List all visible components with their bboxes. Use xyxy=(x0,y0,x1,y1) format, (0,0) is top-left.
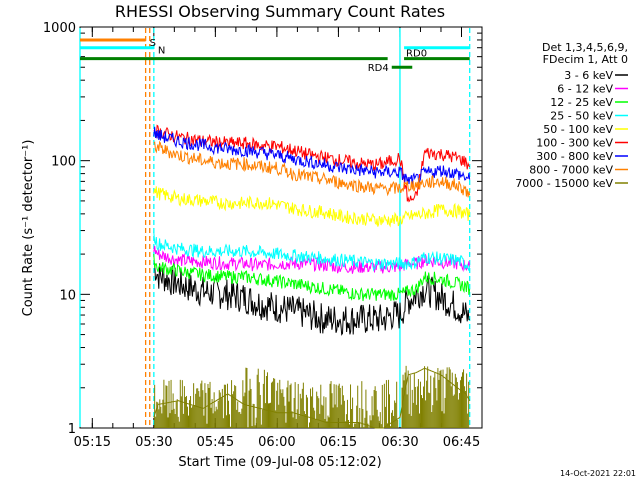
series-line-5 xyxy=(153,124,471,203)
series-line-4 xyxy=(153,186,471,228)
x-tick-label: 06:30 xyxy=(381,435,418,450)
x-axis-label: Start Time (09-Jul-08 05:12:02) xyxy=(178,455,381,470)
state-bar-label: N xyxy=(158,46,165,57)
y-tick-label: 1 xyxy=(68,422,76,437)
legend-header: Det 1,3,4,5,6,9, xyxy=(542,41,628,54)
x-tick-label: 06:00 xyxy=(258,435,295,450)
x-tick-label: 05:30 xyxy=(135,435,172,450)
legend-label: 25 - 50 keV xyxy=(550,110,613,123)
legend-label: 50 - 100 keV xyxy=(543,123,613,136)
state-bar-label: RD0 xyxy=(406,49,427,60)
series-line-1 xyxy=(153,245,471,274)
legend-label: 12 - 25 keV xyxy=(550,96,613,109)
x-tick-label: 05:45 xyxy=(197,435,234,450)
state-bar-label: RD4 xyxy=(368,63,389,74)
chart-title: RHESSI Observing Summary Count Rates xyxy=(115,2,445,21)
y-tick-label: 100 xyxy=(51,155,76,170)
legend-label: 300 - 800 keV xyxy=(536,150,613,163)
y-tick-label: 1000 xyxy=(43,21,76,36)
series-line-6 xyxy=(153,126,471,187)
state-bar-label: S xyxy=(150,38,156,49)
legend-header: FDecim 1, Att 0 xyxy=(543,53,628,66)
y-tick-label: 10 xyxy=(59,288,76,303)
generation-timestamp: 14-Oct-2021 22:01 xyxy=(560,469,636,478)
x-tick-label: 05:15 xyxy=(74,435,111,450)
x-tick-label: 06:15 xyxy=(320,435,357,450)
x-tick-label: 06:45 xyxy=(443,435,480,450)
plot-frame xyxy=(79,26,483,429)
legend-label: 800 - 7000 keV xyxy=(529,164,613,177)
plot-area: 1 10 100 1000 05:15 05:30 05:45 06:00 06:15 06:30… xyxy=(43,21,483,450)
series-line-3 xyxy=(153,232,471,272)
legend-label: 7000 - 15000 keV xyxy=(515,177,613,190)
series-line-7 xyxy=(153,140,471,198)
legend-label: 3 - 6 keV xyxy=(564,69,613,82)
legend-label: 100 - 300 keV xyxy=(536,137,613,150)
series-line-2 xyxy=(153,253,471,302)
y-axis-label: Count Rate (s⁻¹ detector⁻¹) xyxy=(21,140,36,317)
legend: Det 1,3,4,5,6,9,FDecim 1, Att 0 3 - 6 keV… xyxy=(515,41,628,190)
legend-label: 6 - 12 keV xyxy=(557,83,613,96)
